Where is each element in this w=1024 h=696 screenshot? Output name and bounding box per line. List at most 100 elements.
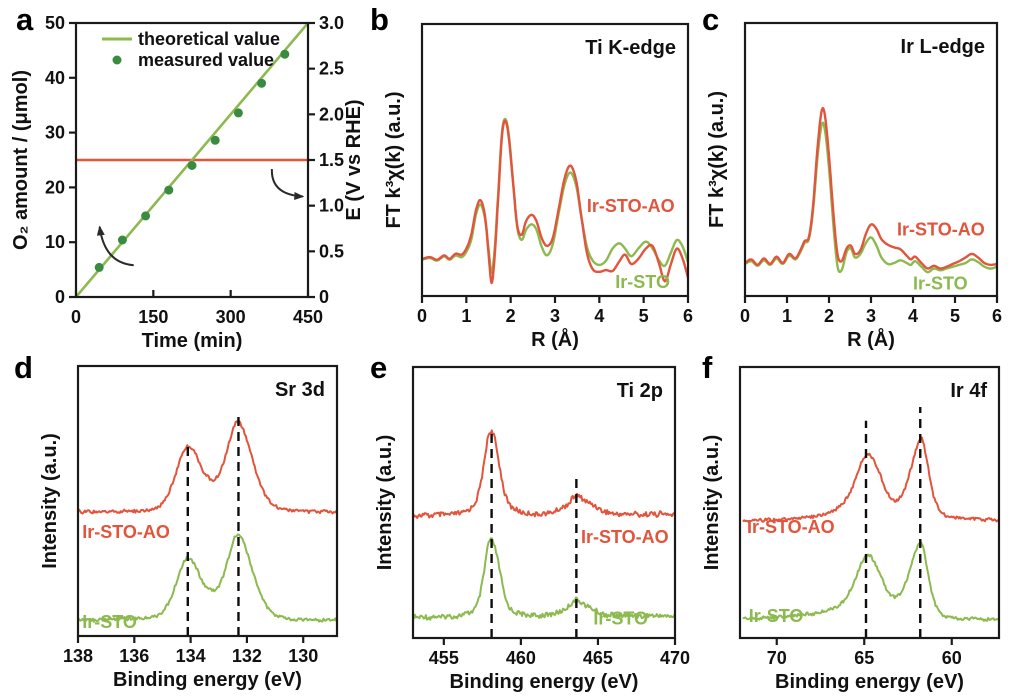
svg-text:1: 1: [782, 306, 792, 326]
svg-text:0: 0: [319, 287, 329, 307]
panel-f: 70 65 60 Binding energy (eV) Intensity (a.u.…: [701, 365, 1001, 693]
series-measured-value: [94, 49, 290, 272]
x-axis-title: R (Å): [531, 327, 579, 351]
x-axis-title: Time (min): [142, 330, 243, 352]
y-axis-title: FT k³χ(k) (a.u.): [706, 91, 728, 228]
svg-text:6: 6: [992, 306, 1002, 326]
panel-b: 0 1 2 3 4 5 6 R (Å) FT k³χ(k) (a.u.) Ti K-edge Ir-…: [383, 22, 693, 351]
y-axis-title: Intensity (a.u.): [374, 435, 396, 571]
svg-text:2: 2: [506, 306, 516, 326]
x-axis-title: Binding energy (eV): [113, 669, 302, 691]
svg-text:4: 4: [908, 306, 918, 326]
svg-text:138: 138: [63, 646, 93, 666]
x-axis-title: Binding energy (eV): [450, 671, 639, 693]
y-axis-title: O₂ amount / (μmol): [10, 70, 32, 250]
svg-text:150: 150: [138, 307, 168, 327]
plot-border: [743, 21, 999, 298]
svg-text:3.0: 3.0: [319, 13, 344, 33]
series-label: Ir-STO-AO: [587, 196, 675, 216]
svg-text:1.0: 1.0: [319, 196, 344, 216]
series-label: Ir-STO: [615, 272, 670, 292]
svg-text:4: 4: [594, 306, 604, 326]
series-label: Ir-STO: [749, 606, 804, 626]
series-label: Ir-STO-AO: [747, 517, 835, 537]
panel-a-curves: [76, 23, 308, 297]
axis-pointer-arrow: [96, 225, 134, 267]
svg-text:2.5: 2.5: [319, 59, 344, 79]
svg-text:60: 60: [942, 648, 962, 668]
plot-border: [411, 365, 677, 640]
series-Ir-STO-AO: [742, 436, 999, 524]
svg-text:132: 132: [232, 646, 262, 666]
series-Ir-STO-AO: [422, 119, 688, 285]
svg-text:455: 455: [429, 648, 459, 668]
panel-c: 0 1 2 3 4 5 6 R (Å) FT k³χ(k) (a.u.) Ir L-edge Ir-…: [706, 21, 1002, 351]
y2-axis-title: E (V vs RHE): [343, 99, 365, 220]
series-label: Ir-STO: [593, 608, 648, 628]
series-label: Ir-STO-AO: [82, 522, 170, 542]
svg-text:0: 0: [55, 287, 65, 307]
legend-label: theoretical value: [138, 29, 280, 49]
svg-text:450: 450: [293, 307, 323, 327]
svg-text:40: 40: [45, 68, 65, 88]
y-axis-title: Intensity (a.u.): [701, 435, 723, 571]
svg-text:3: 3: [866, 306, 876, 326]
panel-letter-a: a: [16, 2, 34, 37]
corner-label: Ir 4f: [950, 380, 987, 402]
series-label: Ir-STO-AO: [897, 220, 985, 240]
svg-text:0.5: 0.5: [319, 241, 344, 261]
panel-a: 0 150 300 4500102030405000.51.01.52.02.53.0…: [10, 13, 365, 352]
svg-text:10: 10: [45, 232, 65, 252]
svg-text:470: 470: [660, 648, 690, 668]
series-Ir-STO: [78, 533, 337, 623]
svg-text:134: 134: [176, 646, 206, 666]
plot-border: [76, 364, 339, 638]
svg-text:20: 20: [45, 177, 65, 197]
svg-text:2: 2: [824, 306, 834, 326]
svg-text:2.0: 2.0: [319, 104, 344, 124]
legend-dot-marker: [112, 55, 122, 65]
series-Ir-STO-AO: [78, 419, 337, 515]
panel-letter-b: b: [370, 2, 389, 37]
corner-label: Sr 3d: [275, 379, 325, 401]
x-axis-title: R (Å): [847, 327, 895, 351]
y-axis-title: Intensity (a.u.): [39, 433, 61, 569]
svg-text:300: 300: [216, 307, 246, 327]
panel-c-curves: [745, 106, 997, 274]
svg-text:1.5: 1.5: [319, 150, 344, 170]
svg-text:50: 50: [45, 13, 65, 33]
svg-text:5: 5: [950, 306, 960, 326]
series-label: Ir-STO: [913, 274, 968, 294]
svg-text:1: 1: [461, 306, 471, 326]
corner-label: Ti K-edge: [585, 37, 676, 59]
panel-e-curves: [413, 429, 675, 621]
svg-text:65: 65: [854, 648, 874, 668]
panel-letter-e: e: [370, 350, 388, 385]
series-label: Ir-STO-AO: [581, 527, 669, 547]
corner-label: Ir L-edge: [901, 36, 985, 58]
panel-b-curves: [422, 117, 688, 285]
corner-label: Ti 2p: [617, 380, 663, 402]
svg-text:0: 0: [417, 306, 427, 326]
svg-text:70: 70: [767, 648, 787, 668]
y-axis-title: FT k³χ(k) (a.u.): [383, 91, 405, 228]
panel-letter-c: c: [702, 2, 720, 37]
axis-pointer-arrow: [270, 169, 305, 201]
svg-text:5: 5: [639, 306, 649, 326]
svg-text:130: 130: [288, 646, 318, 666]
svg-text:465: 465: [583, 648, 613, 668]
panel-d: 138 136 134 132 130 Binding energy (eV) Intens…: [39, 364, 339, 691]
series-Ir-STO-AO: [745, 106, 997, 270]
svg-text:136: 136: [119, 646, 149, 666]
series-label: Ir-STO: [82, 612, 137, 632]
svg-text:6: 6: [683, 306, 693, 326]
panel-e: 455 460 465 470 Binding energy (eV) Intensity…: [374, 365, 690, 693]
x-axis-title: Binding energy (eV): [775, 671, 964, 693]
svg-text:460: 460: [506, 648, 536, 668]
svg-text:3: 3: [550, 306, 560, 326]
series-Ir-STO: [742, 541, 999, 622]
panel-d-curves: [78, 419, 337, 623]
svg-text:0: 0: [71, 307, 81, 327]
